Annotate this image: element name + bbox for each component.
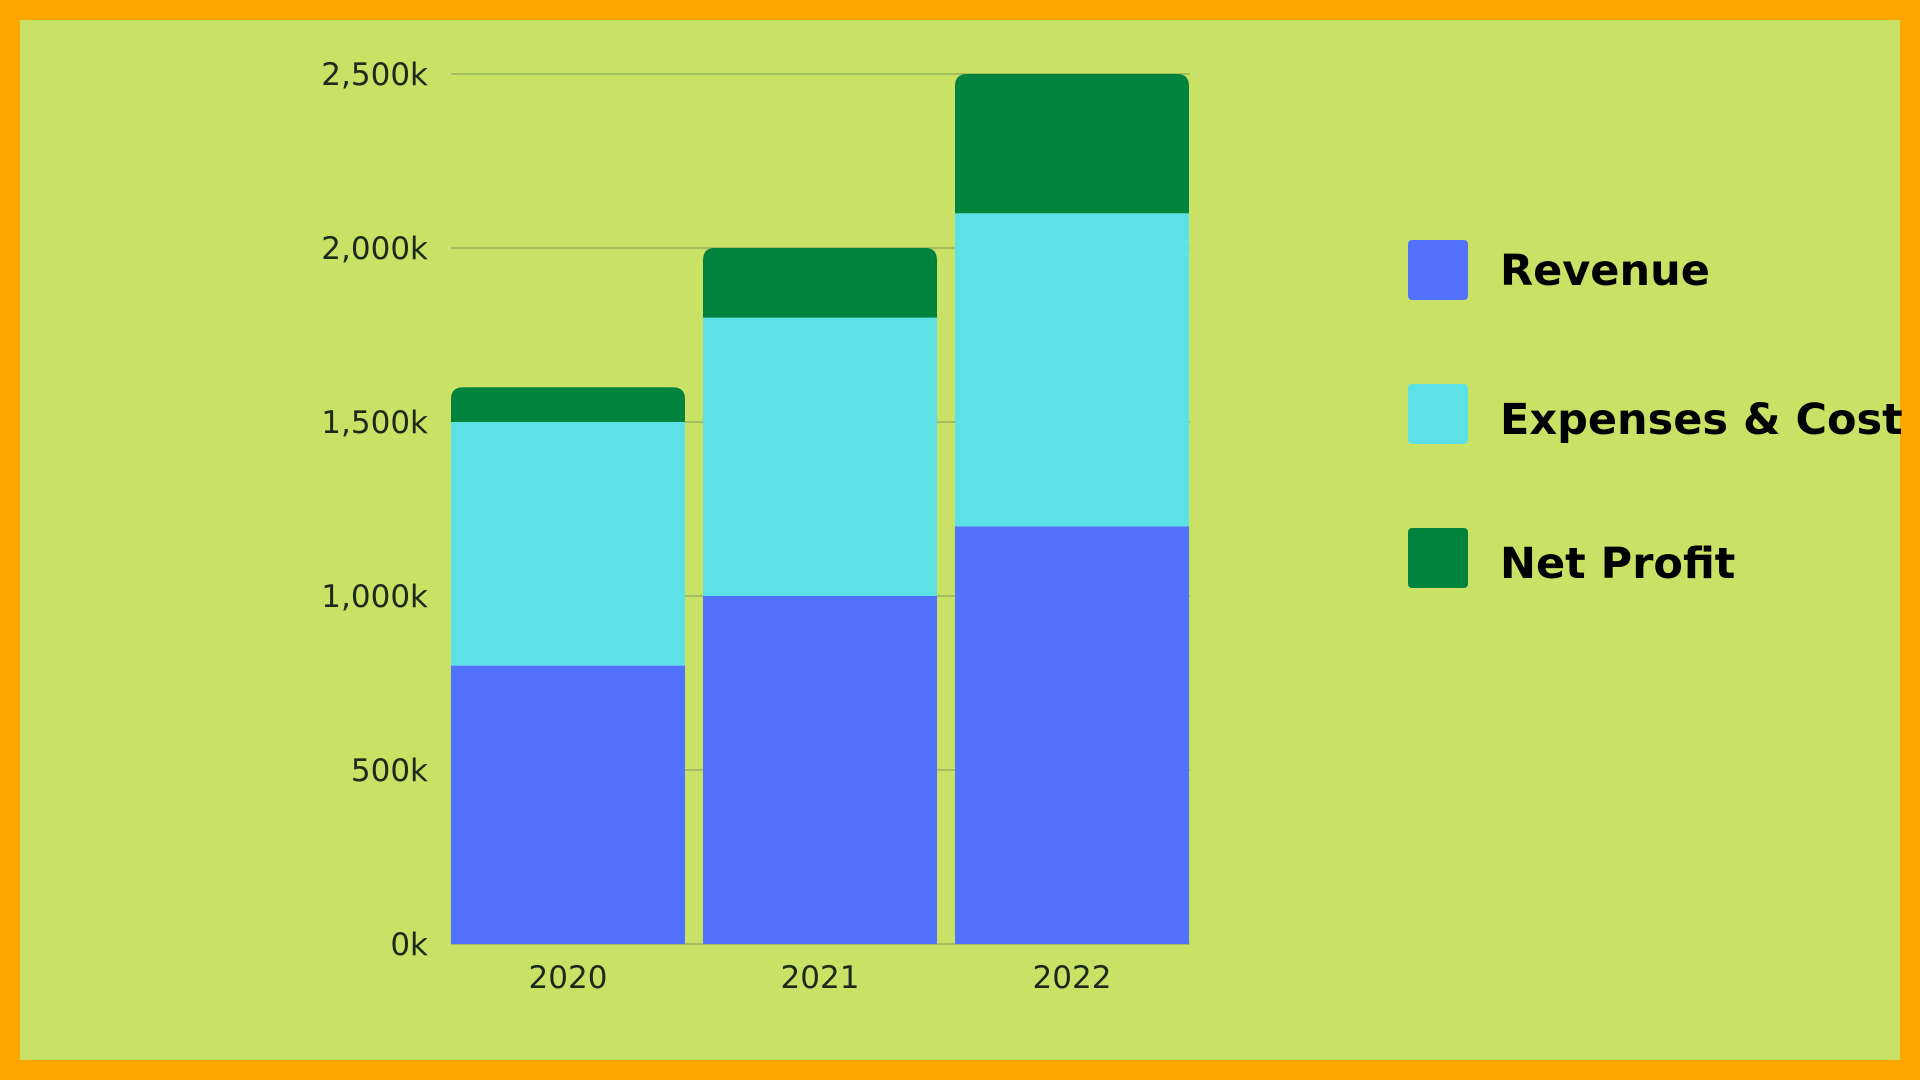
bar-2022-expenses-cost xyxy=(955,213,1189,527)
bar-2022-net-profit xyxy=(955,74,1189,214)
bar-2020-net-profit xyxy=(451,387,685,422)
x-tick-label: 2021 xyxy=(781,960,860,996)
bar-2021-revenue xyxy=(703,596,937,944)
y-tick-label: 1,000k xyxy=(321,579,428,615)
bar-2022-revenue xyxy=(955,526,1189,944)
bar-segments xyxy=(451,74,1189,944)
legend-label-net-profit: Net Profit xyxy=(1500,539,1735,589)
y-tick-label: 0k xyxy=(390,927,428,963)
legend-label-revenue: Revenue xyxy=(1500,246,1710,296)
y-tick-label: 500k xyxy=(351,753,428,789)
legend-label-expenses: Expenses & Cost xyxy=(1500,395,1903,445)
y-tick-label: 2,000k xyxy=(321,231,428,267)
bar-2021-expenses-cost xyxy=(703,317,937,596)
x-tick-label: 2022 xyxy=(1033,960,1112,996)
bar-2020-revenue xyxy=(451,665,685,944)
x-axis-tick-labels: 2020 2021 2022 xyxy=(529,960,1112,996)
legend: Revenue Expenses & Cost Net Profit xyxy=(1408,240,1903,589)
legend-swatch-expenses xyxy=(1408,384,1468,444)
bar-2021-net-profit xyxy=(703,248,937,318)
legend-swatch-net-profit xyxy=(1408,528,1468,588)
y-tick-label: 2,500k xyxy=(321,57,428,93)
x-tick-label: 2020 xyxy=(529,960,608,996)
bar-2020-expenses-cost xyxy=(451,422,685,666)
y-axis-tick-labels: 0k 500k 1,000k 1,500k 2,000k 2,500k xyxy=(321,57,428,963)
y-tick-label: 1,500k xyxy=(321,405,428,441)
legend-swatch-revenue xyxy=(1408,240,1468,300)
